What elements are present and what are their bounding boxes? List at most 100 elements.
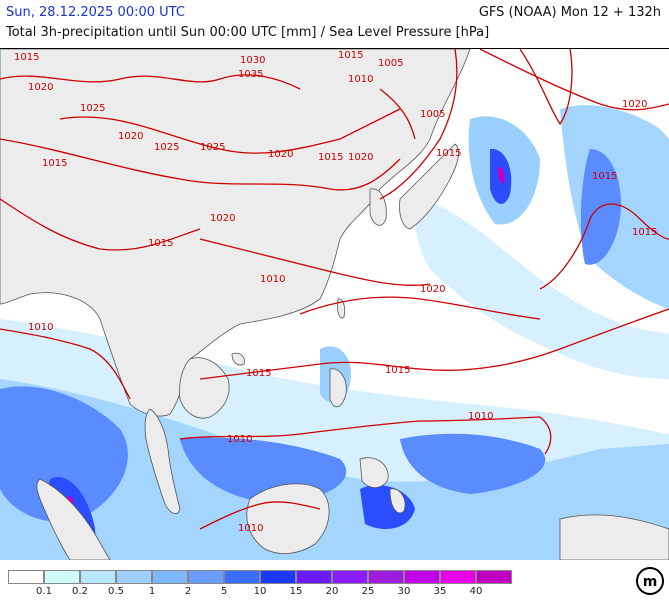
isobar-label: 1020 (348, 152, 373, 163)
meteologix-logo-icon: m (636, 567, 664, 595)
map-canvas: 1015 1020 1025 1030 1035 1015 1005 1010 1020 1025… (0, 49, 669, 560)
legend-tick-label: 0.5 (108, 586, 124, 597)
isobar-label: 1010 (238, 523, 263, 534)
malay-peninsula (144, 408, 181, 514)
isobar-label: 1025 (200, 142, 225, 153)
hainan (231, 352, 245, 366)
japan (399, 143, 460, 230)
isobar-label: 1010 (227, 434, 252, 445)
precip-band-east-sea (415, 199, 669, 379)
isobar-1010-southwest (0, 328, 131, 400)
legend-tick-label: 1 (148, 586, 156, 597)
header: Sun, 28.12.2025 00:00 UTC GFS (NOAA) Mon… (0, 0, 669, 48)
precip-band-south-mid (0, 379, 669, 560)
isobar-label: 1015 (14, 52, 39, 63)
precip-core-magenta (497, 166, 505, 184)
legend-swatch (368, 570, 404, 584)
legend-tick-label: 0.2 (72, 586, 88, 597)
isobar-label: 1020 (210, 213, 235, 224)
legend-swatch (296, 570, 332, 584)
precip-blob-southwest (0, 386, 128, 522)
isobar-1015-west (0, 198, 201, 251)
isobar-label: 1035 (238, 69, 263, 80)
taiwan (337, 298, 346, 319)
isobar-1015-pacific (539, 203, 669, 290)
isobar-1010-south (179, 416, 552, 455)
isobar-label: 1015 (246, 368, 271, 379)
weather-map: 1015 1020 1025 1030 1035 1015 1005 1010 1020 1025… (0, 48, 669, 560)
isobar-label: 1015 (385, 365, 410, 376)
map-subtitle: Total 3h-precipitation until Sun 00:00 U… (6, 25, 490, 40)
new-guinea (559, 514, 669, 560)
legend-tick-label: 20 (325, 586, 339, 597)
borneo (246, 483, 330, 554)
isobar-label: 1015 (338, 50, 363, 61)
isobar-label: 1020 (420, 284, 445, 295)
isobar-label: 1015 (592, 171, 617, 182)
legend-tick-label: 0.1 (36, 586, 52, 597)
legend-swatch (152, 570, 188, 584)
isobar-label: 1020 (28, 82, 53, 93)
isobar-label: 1015 (436, 148, 461, 159)
legend-tick-label: 5 (220, 586, 228, 597)
legend-tick-label: 25 (361, 586, 375, 597)
legend-swatch (224, 570, 260, 584)
forecast-date: Sun, 28.12.2025 00:00 UTC (6, 5, 185, 20)
legend-swatch (332, 570, 368, 584)
sumatra (36, 478, 111, 560)
mindanao (359, 457, 389, 488)
land-layer (0, 49, 669, 560)
legend-tick-label: 10 (253, 586, 267, 597)
isobar-label: 1015 (318, 152, 343, 163)
isobar-1020-mid (199, 238, 431, 286)
isobar-1020-sea (299, 296, 541, 320)
isobar-label: 1020 (268, 149, 293, 160)
legend-tick-label: 2 (184, 586, 192, 597)
model-run: GFS (NOAA) Mon 12 + 132h (478, 5, 661, 20)
isobar-label: 1015 (42, 158, 67, 169)
legend-swatch (116, 570, 152, 584)
isobar-1015-south (199, 308, 669, 380)
isobar-label-layer: 1015 1020 1025 1030 1035 1015 1005 1010 1020 1025… (14, 50, 657, 534)
isobar-1020-north (0, 138, 401, 191)
svg-text:m: m (643, 574, 658, 590)
isobar-label: 1030 (240, 55, 265, 66)
legend-tick-label: 30 (397, 586, 411, 597)
isobar-label: 1015 (148, 238, 173, 249)
isobar-label: 1015 (632, 227, 657, 238)
isobar-label: 1010 (28, 322, 53, 333)
isobar-1015-east (379, 49, 458, 200)
precip-blob-east (400, 433, 546, 494)
isobar-1010-bottom (199, 501, 321, 530)
legend-swatch (80, 570, 116, 584)
legend-swatch (440, 570, 476, 584)
isobar-1025 (59, 108, 401, 154)
legend-swatch (8, 570, 44, 584)
isobar-1005 (379, 88, 416, 140)
luzon (329, 368, 347, 408)
legend-swatch (476, 570, 512, 584)
isobar-1025-pacific (519, 49, 573, 126)
isobar-label: 1010 (468, 411, 493, 422)
isobar-label: 1010 (260, 274, 285, 285)
legend-tick-label: 40 (469, 586, 483, 597)
sulawesi (389, 488, 406, 514)
isobar-label: 1010 (348, 74, 373, 85)
legend-swatch (44, 570, 80, 584)
legend-tick-label: 15 (289, 586, 303, 597)
legend-tick-label: 35 (433, 586, 447, 597)
asia-mainland (0, 49, 471, 417)
isobar-label: 1025 (154, 142, 179, 153)
indochina-east (179, 357, 230, 419)
legend-swatch (188, 570, 224, 584)
isobar-1020-pacific (479, 49, 669, 111)
isobar-label: 1005 (378, 58, 403, 69)
isobar-label: 1005 (420, 109, 445, 120)
isobar-1030 (0, 74, 301, 90)
isobar-label: 1025 (80, 103, 105, 114)
isobar-label: 1020 (622, 99, 647, 110)
legend-swatch (404, 570, 440, 584)
legend-swatch (260, 570, 296, 584)
isobar-label: 1020 (118, 131, 143, 142)
isobar-layer (0, 49, 669, 530)
